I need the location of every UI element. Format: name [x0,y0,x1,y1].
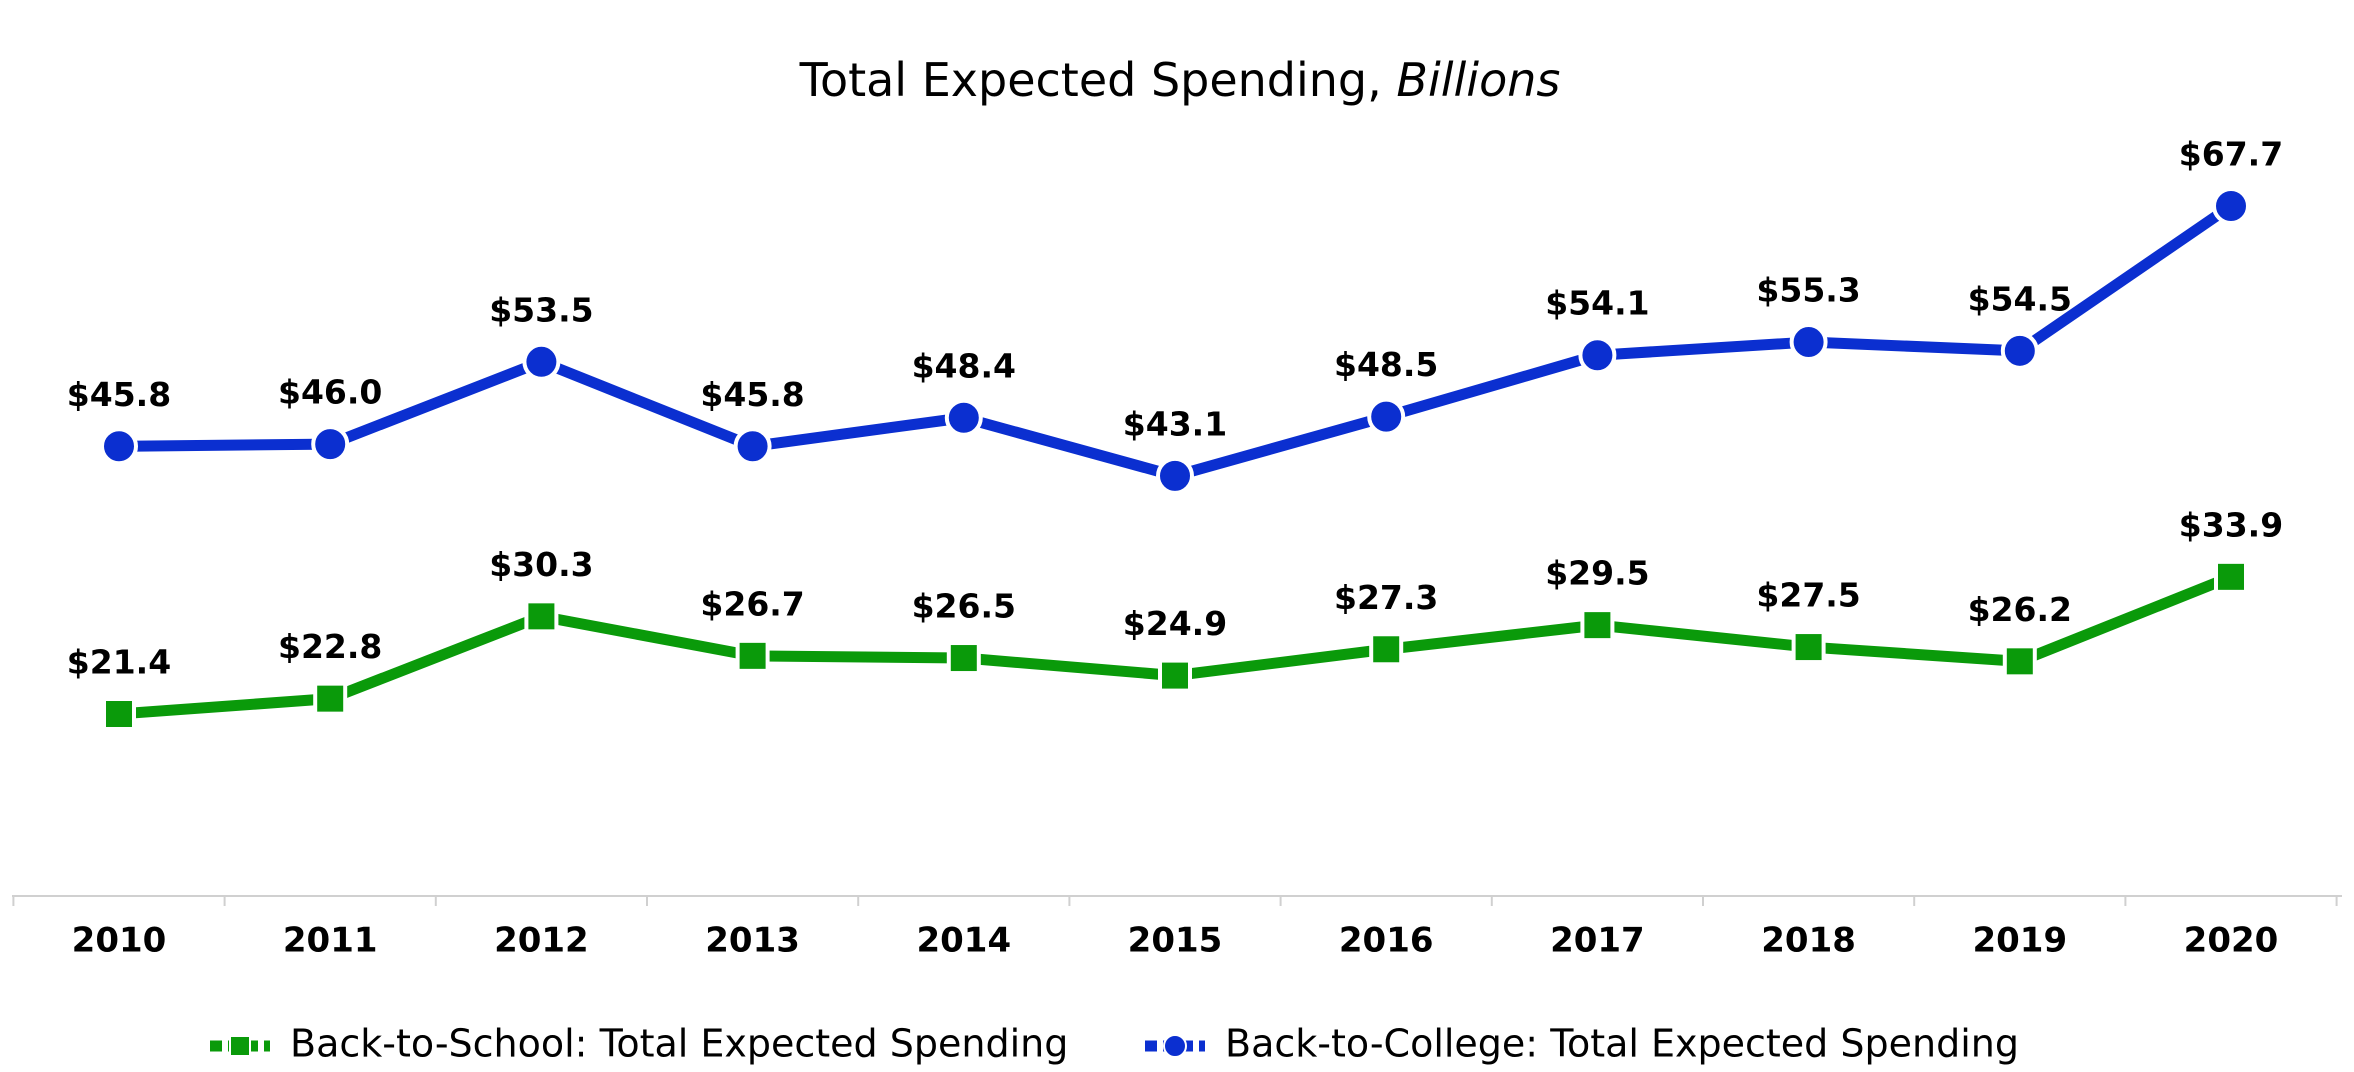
legend-marker [230,1036,250,1056]
data-label: $54.1 [1545,284,1649,323]
data-point [738,641,768,671]
x-tick-label: 2019 [1972,921,2067,961]
data-point [1580,338,1614,372]
legend: Back-to-School: Total Expected Spending B… [210,1022,2019,1066]
data-point [1794,632,1824,662]
data-label: $45.8 [700,375,804,414]
data-label: $43.1 [1123,404,1227,443]
series-line [119,577,2231,714]
x-tick-label: 2012 [494,921,589,961]
data-point [2214,189,2248,223]
data-point [736,429,770,463]
data-label: $46.0 [278,373,382,412]
data-label: $55.3 [1756,271,1860,310]
x-tick-label: 2018 [1761,921,1856,961]
data-label: $48.4 [912,346,1016,385]
data-label: $24.9 [1123,604,1227,643]
data-label: $48.5 [1334,345,1438,384]
x-tick-label: 2016 [1339,921,1434,961]
data-point [315,684,345,714]
data-point [1369,400,1403,434]
data-point [526,601,556,631]
x-tick-label: 2015 [1128,921,1223,961]
data-point [2216,562,2246,592]
data-label: $29.5 [1545,554,1649,593]
data-label: $67.7 [2179,135,2283,174]
chart: Total Expected Spending, Billions 2010 20… [0,0,2354,1072]
data-point [104,699,134,729]
data-point [949,643,979,673]
legend-item: Back-to-College: Total Expected Spending [1145,1022,2019,1066]
data-label: $26.7 [700,584,804,623]
data-point [1160,661,1190,691]
x-tick-label: 2020 [2184,921,2279,961]
x-tick-label: 2014 [916,921,1011,961]
legend-label: Back-to-School: Total Expected Spending [290,1022,1068,1066]
data-point [1371,634,1401,664]
legend-item: Back-to-School: Total Expected Spending [210,1022,1068,1066]
data-point [524,345,558,379]
data-label: $33.9 [2179,505,2283,544]
data-label: $22.8 [278,627,382,666]
data-point [102,429,136,463]
chart-title: Total Expected Spending, [799,53,1382,107]
data-label: $26.5 [912,587,1016,626]
chart-title-italic: Billions [1396,53,1560,107]
data-label: $21.4 [67,643,171,682]
data-point [2003,334,2037,368]
data-point [1792,325,1826,359]
data-label: $53.5 [489,290,593,329]
x-tick-label: 2010 [72,921,167,961]
legend-marker [1164,1035,1186,1057]
x-tick-label: 2011 [283,921,378,961]
data-point [1582,610,1612,640]
data-label: $45.8 [67,375,171,414]
chart-title-group: Total Expected Spending, Billions [799,53,1561,107]
data-label: $27.3 [1334,578,1438,617]
x-tick-label: 2017 [1550,921,1645,961]
data-label: $27.5 [1756,576,1860,615]
data-point [2005,646,2035,676]
data-label: $26.2 [1968,590,2072,629]
page: {"chart_data": { "type": "line", "title"… [0,0,2354,1072]
x-tick-label: 2013 [705,921,800,961]
data-point [1158,459,1192,493]
data-label: $30.3 [489,545,593,584]
legend-label: Back-to-College: Total Expected Spending [1225,1022,2019,1066]
data-point [947,401,981,435]
data-label: $54.5 [1968,279,2072,318]
data-point [313,427,347,461]
